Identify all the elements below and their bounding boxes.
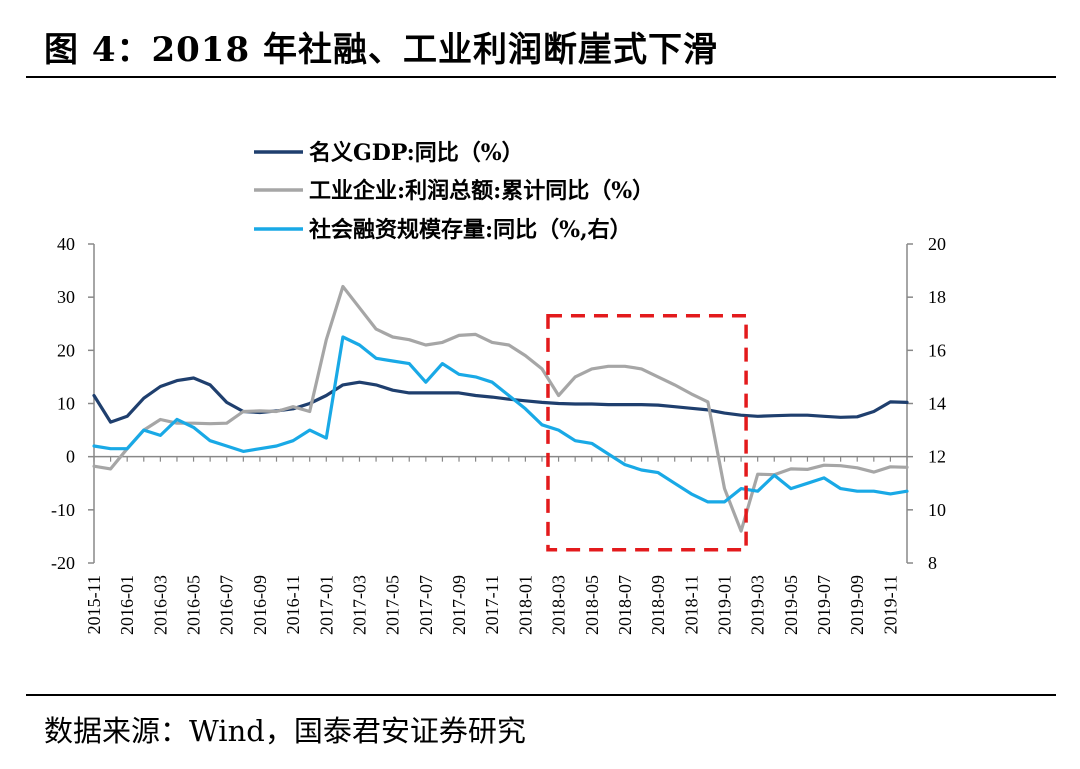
bottom-rule — [26, 694, 1056, 696]
left-y-tick-label: 10 — [57, 394, 75, 414]
x-tick-label: 2019-03 — [748, 575, 768, 635]
x-tick-label: 2017-03 — [349, 575, 369, 635]
right-y-tick-label: 18 — [928, 287, 946, 307]
series-line-2 — [92, 284, 909, 533]
x-tick-label: 2016-03 — [150, 575, 170, 635]
legend-label-1: 名义GDP:同比（%） — [309, 140, 524, 166]
right-y-tick-label: 20 — [928, 234, 946, 254]
x-tick-label: 2018-03 — [549, 575, 569, 635]
right-y-tick-label: 14 — [928, 394, 946, 414]
x-tick-label: 2019-05 — [781, 575, 801, 635]
x-tick-label: 2018-11 — [681, 575, 701, 634]
left-y-tick-label: -20 — [51, 553, 75, 573]
x-tick-label: 2018-07 — [615, 575, 635, 635]
left-y-tick-label: 20 — [57, 340, 75, 360]
x-tick-label: 2019-07 — [814, 575, 834, 635]
right-y-tick-label: 10 — [928, 500, 946, 520]
x-tick-label: 2016-01 — [117, 575, 137, 635]
x-tick-label: 2019-11 — [880, 575, 900, 634]
series-line-1 — [92, 376, 909, 424]
source-note: 数据来源：Wind，国泰君安证券研究 — [44, 714, 526, 748]
x-tick-label: 2017-11 — [482, 575, 502, 634]
series-layer — [92, 284, 909, 552]
axes-layer: 40 30 20 10 0 -10 -20 20 18 16 14 12 10 8 2015-11 2016-… — [51, 234, 946, 635]
left-y-tick-label: 0 — [66, 447, 75, 467]
x-tick-label: 2016-07 — [217, 575, 237, 635]
right-y-tick-label: 8 — [928, 553, 937, 573]
x-tick-label: 2018-09 — [648, 575, 668, 635]
x-tick-label: 2019-01 — [714, 575, 734, 635]
x-tick-label: 2019-09 — [847, 575, 867, 635]
figure-title: 图 4：2018 年社融、工业利润断崖式下滑 — [44, 30, 718, 70]
left-y-tick-label: 30 — [57, 287, 75, 307]
x-tick-label: 2017-09 — [449, 575, 469, 635]
x-tick-label: 2017-07 — [416, 575, 436, 635]
x-tick-label: 2015-11 — [84, 575, 104, 634]
legend-label-2: 工业企业:利润总额:累计同比（%） — [309, 178, 654, 204]
legend-label-3: 社会融资规模存量:同比（%,右） — [309, 217, 632, 243]
series-line-3 — [92, 335, 909, 504]
x-tick-label: 2016-05 — [184, 575, 204, 635]
x-tick-label: 2018-05 — [582, 575, 602, 635]
x-tick-label: 2018-01 — [515, 575, 535, 635]
left-y-tick-label: -10 — [51, 500, 75, 520]
right-y-tick-label: 16 — [928, 340, 946, 360]
highlight-box — [546, 314, 748, 552]
x-tick-label: 2016-11 — [283, 575, 303, 634]
legend: 名义GDP:同比（%） 工业企业:利润总额:累计同比（%） 社会融资规模存量:同比（… — [254, 140, 654, 243]
right-y-tick-label: 12 — [928, 447, 946, 467]
left-y-tick-label: 40 — [57, 234, 75, 254]
top-rule — [26, 76, 1056, 78]
x-tick-label: 2017-01 — [316, 575, 336, 635]
x-tick-label: 2016-09 — [250, 575, 270, 635]
x-tick-label: 2017-05 — [383, 575, 403, 635]
